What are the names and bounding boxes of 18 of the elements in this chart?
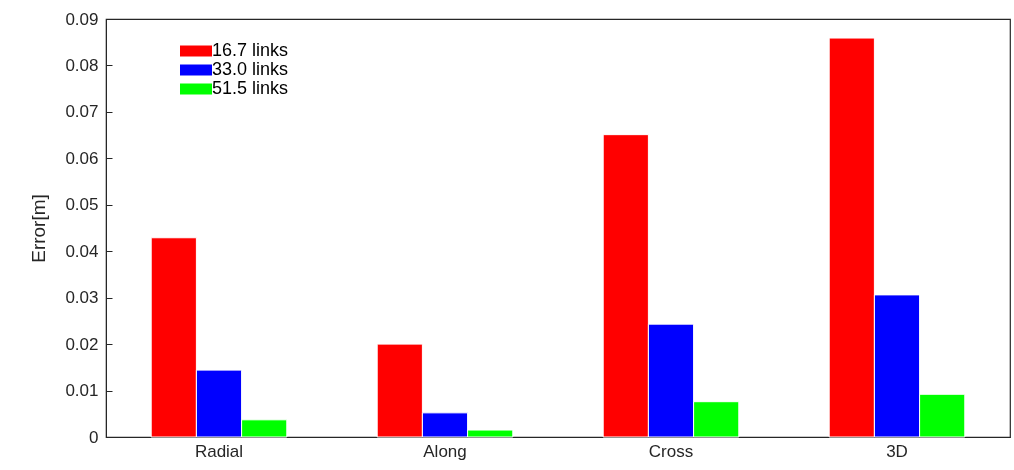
x-tick-label: 3D: [886, 441, 908, 461]
legend-label: 33.0 links: [212, 59, 289, 79]
y-tick-label: 0.05: [65, 195, 99, 215]
y-tick-label: 0: [89, 427, 99, 447]
y-tick-label: 0.07: [65, 102, 99, 122]
y-tick-label: 0.04: [65, 241, 99, 261]
y-tick-label: 0.08: [65, 55, 99, 75]
y-tick-label: 0.06: [65, 148, 99, 168]
x-tick-label: Radial: [194, 441, 244, 461]
legend-label: 16.7 links: [212, 40, 289, 60]
y-tick-label: 0.09: [65, 9, 99, 29]
y-tick-label: 0.03: [65, 288, 99, 308]
x-tick-label: Along: [423, 441, 467, 461]
legend-label: 51.5 links: [212, 78, 289, 98]
y-tick-label: 0.01: [65, 381, 99, 401]
y-tick-label: 0.02: [65, 334, 99, 354]
x-tick-label: Cross: [648, 441, 694, 461]
y-axis-title: Error[m]: [28, 194, 50, 263]
